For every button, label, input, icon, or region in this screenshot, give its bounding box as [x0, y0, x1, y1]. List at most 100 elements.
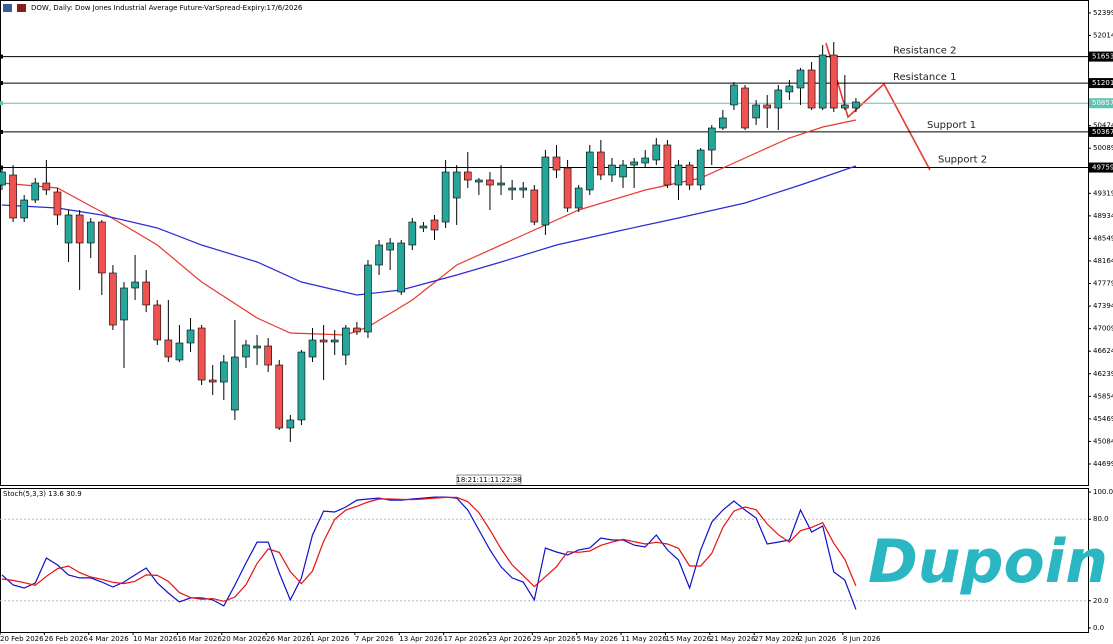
candle-body	[364, 264, 372, 333]
x-tick-label: 10 Mar 2026	[133, 635, 178, 643]
candle-body	[563, 167, 572, 209]
candle-body	[275, 364, 284, 429]
candle-body	[463, 171, 472, 181]
x-tick-label: 8 Jun 2026	[843, 635, 881, 643]
candle-body	[297, 351, 306, 421]
y-tick-label: 47779	[1093, 280, 1113, 288]
candle-body	[153, 304, 162, 341]
candle-body	[497, 182, 505, 186]
level-name: Resistance 2	[893, 46, 956, 57]
candle-body	[0, 171, 6, 186]
candle-body	[120, 287, 128, 321]
candle-body	[264, 345, 272, 366]
candle-body	[109, 272, 117, 326]
level-value: 51653	[1092, 53, 1113, 61]
x-tick-label: 4 Mar 2026	[89, 635, 129, 643]
candle-body	[852, 101, 860, 109]
candle-body	[164, 339, 173, 358]
candle-body	[186, 329, 195, 344]
logo: Dupoin	[868, 527, 1108, 597]
x-tick-label: 26 Feb 2026	[44, 635, 88, 643]
candle-body	[286, 419, 295, 429]
candle-body	[552, 156, 561, 171]
candle-body	[98, 221, 106, 274]
candle-body	[652, 144, 661, 161]
moving-average	[1, 119, 857, 336]
level-marker	[0, 54, 3, 59]
candle-body	[86, 221, 95, 244]
x-tick-label: 27 May 2026	[754, 635, 800, 643]
level-value: 51201	[1092, 79, 1113, 87]
level-value: 50857	[1092, 99, 1113, 107]
candle-body	[630, 161, 638, 166]
candle-body	[386, 242, 394, 251]
moving-average	[1, 165, 857, 296]
candle-body	[685, 164, 694, 186]
candle-body	[175, 342, 184, 361]
candle-body	[42, 182, 51, 191]
icon	[3, 4, 12, 12]
candle-body	[308, 339, 317, 358]
candle-body	[796, 69, 805, 89]
candle-body	[641, 157, 650, 164]
candle-body	[719, 117, 727, 129]
candle-body	[519, 187, 528, 191]
candle-body	[397, 242, 406, 293]
candle-body	[763, 104, 772, 109]
candle-body	[674, 164, 683, 186]
stoch-line	[1, 496, 857, 602]
candle-body	[242, 344, 250, 358]
y-tick-label: 52014	[1093, 31, 1113, 39]
candle-body	[353, 327, 361, 333]
candle-body	[486, 179, 494, 186]
candle-body	[619, 164, 627, 178]
x-tick-label: 17 Apr 2026	[444, 635, 488, 643]
stoch-frame	[0, 488, 1089, 633]
candle-body	[508, 187, 516, 191]
level-marker	[0, 81, 3, 86]
candle-body	[319, 339, 328, 343]
main-frame	[0, 0, 1089, 486]
candle-body	[696, 149, 705, 186]
level-box	[1089, 162, 1113, 173]
y-tick-label: 52399	[1093, 9, 1113, 17]
candle-body	[818, 54, 827, 109]
x-tick-label: 1 Apr 2026	[311, 635, 350, 643]
candle-body	[20, 199, 28, 219]
candle-body	[608, 164, 616, 176]
x-tick-label: 29 Apr 2026	[532, 635, 576, 643]
candle-body	[208, 379, 217, 383]
level-marker	[0, 129, 3, 134]
y-tick-label: 44699	[1093, 460, 1113, 468]
level-box	[1089, 98, 1113, 109]
x-tick-label: 16 Mar 2026	[177, 635, 222, 643]
candle-body	[330, 339, 339, 343]
candle-body	[663, 144, 672, 186]
candle-body	[574, 187, 583, 209]
candle-body	[585, 151, 594, 191]
candle-body	[430, 219, 439, 231]
y-tick-label: 49319	[1093, 189, 1113, 197]
x-tick-label: 23 Apr 2026	[488, 635, 532, 643]
candle-body	[64, 214, 73, 244]
y-tick-label: 47009	[1093, 325, 1113, 333]
x-tick-label: 11 May 2026	[621, 635, 667, 643]
candle-body	[220, 361, 228, 383]
x-tick-label: 20 Feb 2026	[0, 635, 44, 643]
timer: 18:21:11:11:22:38	[456, 476, 521, 484]
x-tick-label: 21 May 2026	[710, 635, 756, 643]
level-box	[1089, 78, 1113, 89]
candle-body	[475, 179, 483, 183]
candle-body	[597, 151, 605, 176]
candle-body	[197, 327, 206, 381]
icon	[17, 4, 26, 12]
y-tick-label: 45469	[1093, 415, 1113, 423]
x-tick-label: 15 May 2026	[665, 635, 711, 643]
candle-body	[785, 85, 794, 93]
